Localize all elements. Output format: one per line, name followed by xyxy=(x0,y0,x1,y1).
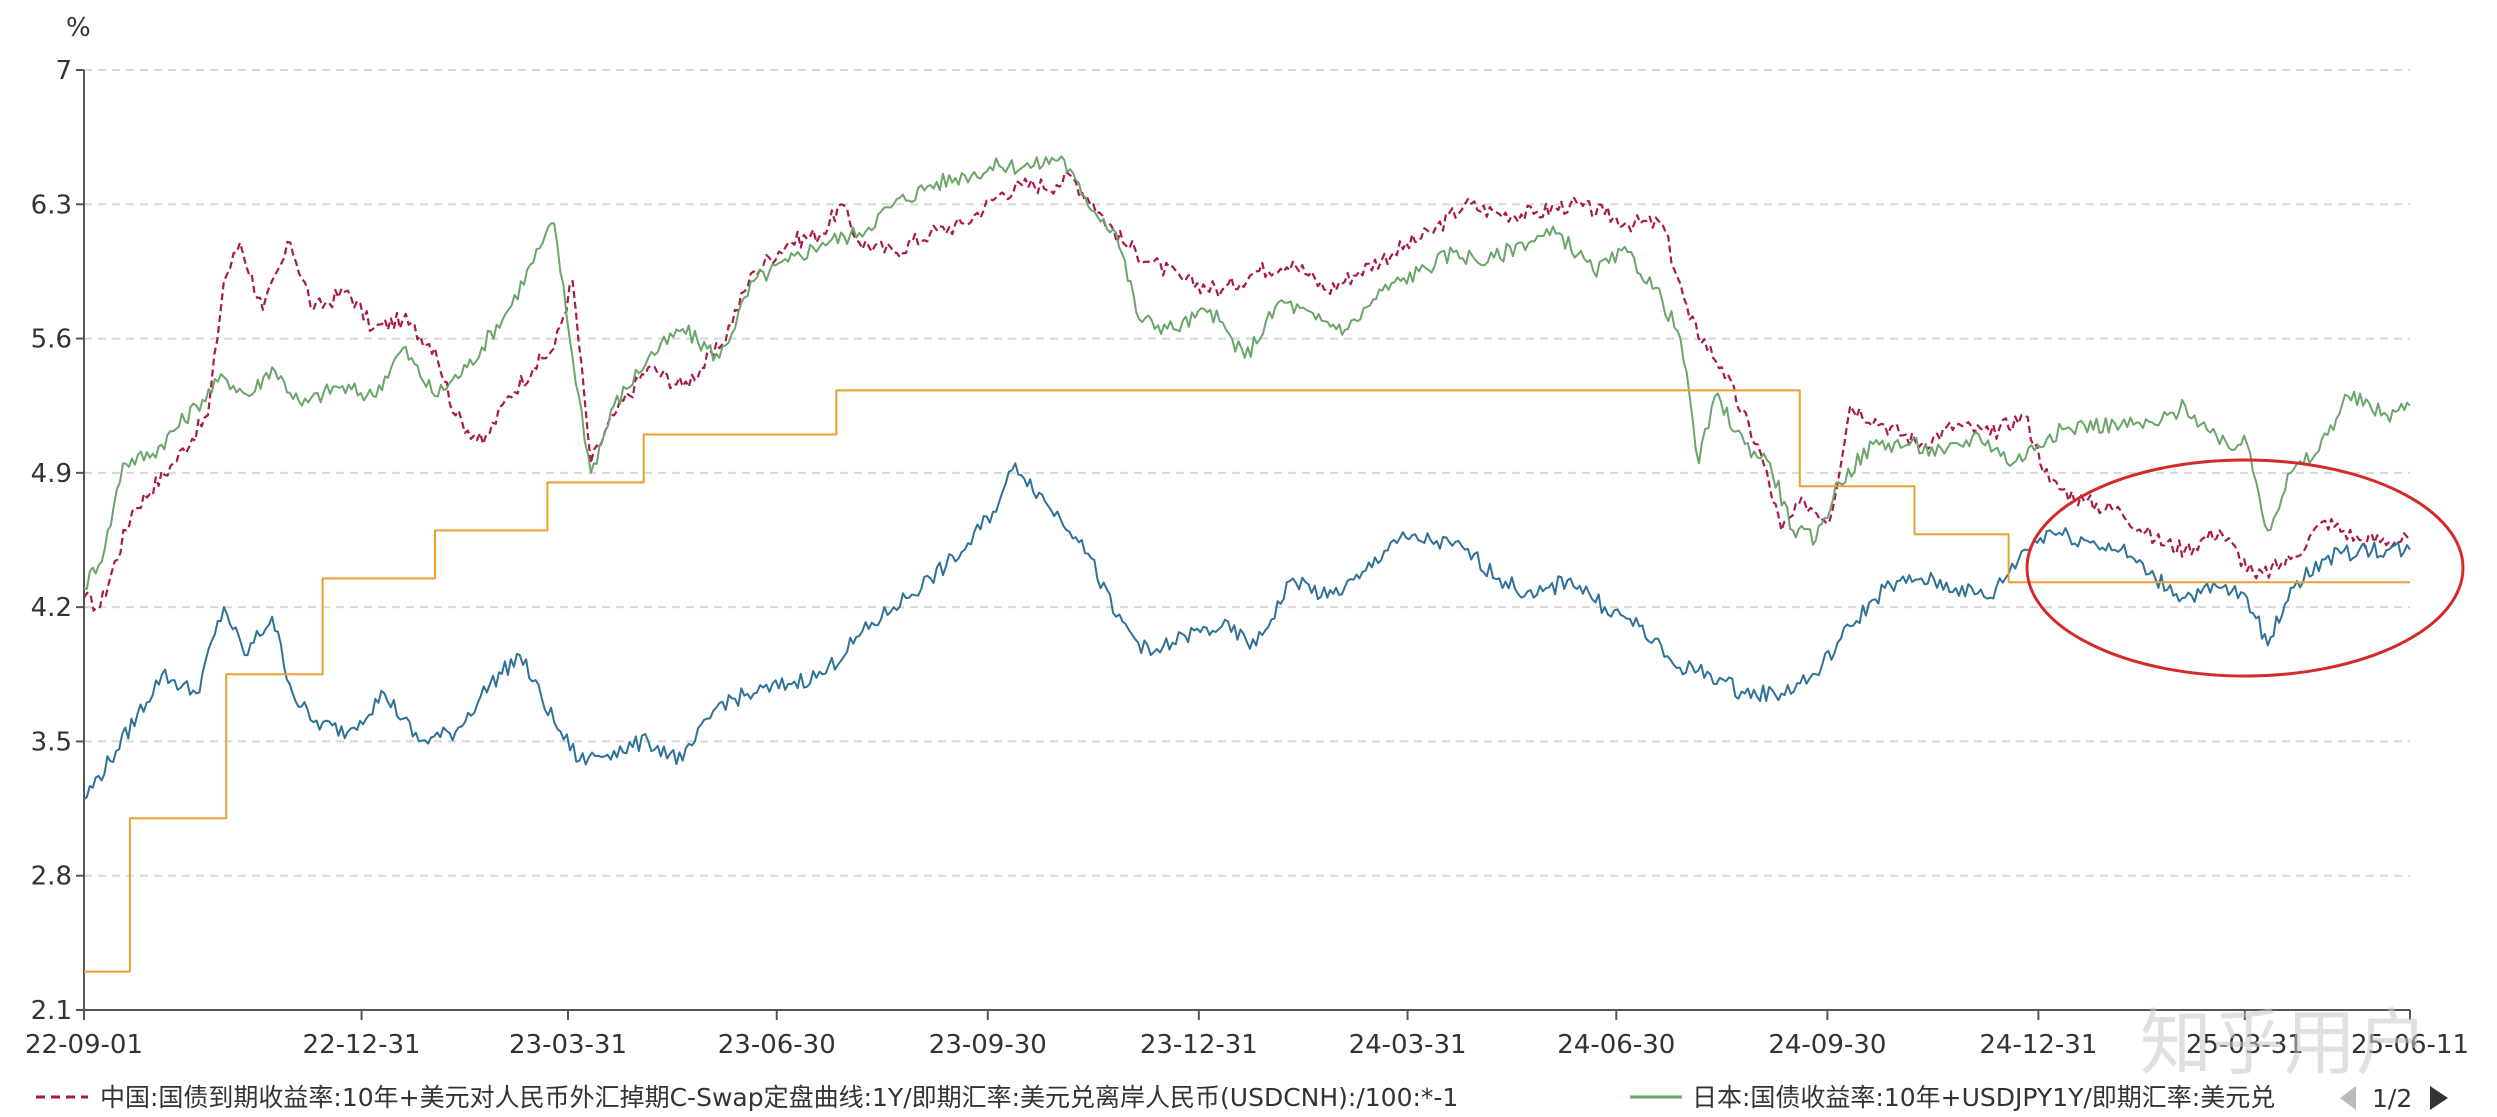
y-ticks: 2.1 2.8 3.5 4.2 4.9 5.6 6.3 7 xyxy=(31,56,84,1026)
legend-entry-cn: 中国:国债到期收益率:10年+美元对人民币外汇掉期C-Swap定盘曲线:1Y/即… xyxy=(100,1083,1458,1112)
series-cn-dashed xyxy=(83,170,2411,612)
legend: 中国:国债到期收益率:10年+美元对人民币外汇掉期C-Swap定盘曲线:1Y/即… xyxy=(36,1083,2448,1113)
x-tick-label: 22-09-01 xyxy=(25,1030,143,1060)
x-ticks: 22-09-01 22-12-31 23-03-31 23-06-30 23-09-30… xyxy=(25,1010,2469,1060)
y-tick-label: 2.8 xyxy=(31,862,72,892)
y-tick-label: 5.6 xyxy=(31,325,72,355)
x-tick-label: 25-06-11 xyxy=(2351,1030,2469,1060)
y-tick-label: 4.9 xyxy=(31,459,72,489)
x-tick-label: 24-06-30 xyxy=(1557,1030,1675,1060)
legend-page-indicator: 1/2 xyxy=(2372,1084,2412,1113)
y-tick-label: 6.3 xyxy=(31,190,72,220)
legend-next-icon[interactable] xyxy=(2430,1086,2448,1110)
x-tick-label: 22-12-31 xyxy=(303,1030,421,1060)
watermark: 知乎用户 xyxy=(2140,1001,2428,1085)
y-tick-label: 4.2 xyxy=(31,593,72,623)
legend-entry-jp: 日本:国债收益率:10年+USDJPY1Y/即期汇率:美元兑 xyxy=(1692,1083,2275,1112)
x-tick-label: 24-03-31 xyxy=(1349,1030,1467,1060)
x-tick-label: 23-09-30 xyxy=(929,1030,1047,1060)
highlight-ellipse xyxy=(2025,458,2465,678)
x-tick-label: 24-12-31 xyxy=(1979,1030,2097,1060)
y-tick-label: 3.5 xyxy=(31,727,72,757)
y-tick-label: 2.1 xyxy=(31,996,72,1026)
x-tick-label: 23-12-31 xyxy=(1140,1030,1258,1060)
series-jp-green xyxy=(83,155,2411,590)
y-tick-label: 7 xyxy=(55,56,72,86)
series-layer xyxy=(83,155,2411,973)
y-unit-label: % xyxy=(66,13,91,43)
x-tick-label: 25-03-31 xyxy=(2186,1030,2304,1060)
series-blue xyxy=(83,462,2411,800)
x-tick-label: 23-03-31 xyxy=(509,1030,627,1060)
axes xyxy=(83,70,2410,1011)
grid-lines xyxy=(84,69,2410,877)
x-tick-label: 24-09-30 xyxy=(1768,1030,1886,1060)
series-orange-step xyxy=(84,389,2410,973)
x-tick-label: 23-06-30 xyxy=(718,1030,836,1060)
legend-prev-icon[interactable] xyxy=(2340,1086,2356,1110)
